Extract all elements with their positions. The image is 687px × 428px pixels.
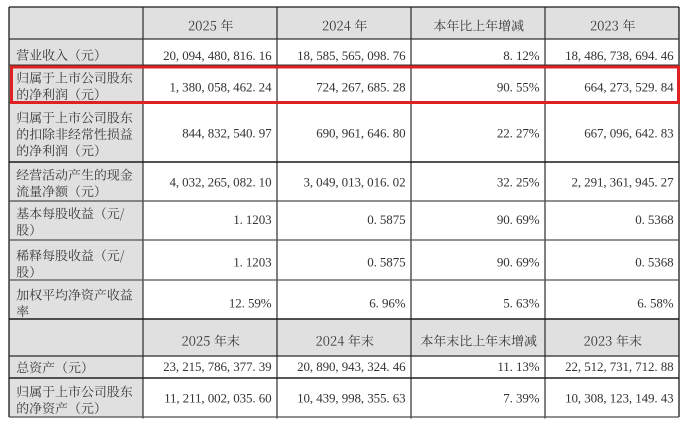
svg-text:20, 890, 943, 324. 46: 20, 890, 943, 324. 46 xyxy=(297,359,406,374)
svg-text:6. 58%: 6. 58% xyxy=(637,295,674,310)
svg-text:664, 273, 529. 84: 664, 273, 529. 84 xyxy=(584,80,674,95)
svg-text:0. 5368: 0. 5368 xyxy=(635,212,673,227)
svg-text:667, 096, 642. 83: 667, 096, 642. 83 xyxy=(584,125,673,140)
svg-text:22, 512, 731, 712. 88: 22, 512, 731, 712. 88 xyxy=(565,359,673,374)
svg-text:18, 486, 738, 694. 46: 18, 486, 738, 694. 46 xyxy=(565,48,674,63)
svg-text:0. 5368: 0. 5368 xyxy=(635,254,673,269)
svg-text:12. 59%: 12. 59% xyxy=(229,295,272,310)
svg-text:90. 69%: 90. 69% xyxy=(497,254,540,269)
svg-text:3, 049, 013, 016. 02: 3, 049, 013, 016. 02 xyxy=(303,174,405,189)
svg-text:1. 1203: 1. 1203 xyxy=(233,254,271,269)
svg-text:11. 13%: 11. 13% xyxy=(497,359,539,374)
svg-text:690, 961, 646. 80: 690, 961, 646. 80 xyxy=(316,125,405,140)
svg-text:11, 211, 002, 035. 60: 11, 211, 002, 035. 60 xyxy=(164,391,271,406)
svg-text:22. 27%: 22. 27% xyxy=(497,125,540,140)
svg-text:0. 5875: 0. 5875 xyxy=(367,212,405,227)
svg-text:1, 380, 058, 462. 24: 1, 380, 058, 462. 24 xyxy=(169,80,272,95)
svg-text:6. 96%: 6. 96% xyxy=(369,295,406,310)
svg-text:5. 63%: 5. 63% xyxy=(503,295,540,310)
svg-text:10, 439, 998, 355. 63: 10, 439, 998, 355. 63 xyxy=(297,391,405,406)
svg-text:10, 308, 123, 149. 43: 10, 308, 123, 149. 43 xyxy=(565,391,673,406)
svg-text:90. 55%: 90. 55% xyxy=(497,80,540,95)
svg-text:18, 585, 565, 098. 76: 18, 585, 565, 098. 76 xyxy=(297,48,406,63)
svg-text:90. 69%: 90. 69% xyxy=(497,212,540,227)
svg-text:1. 1203: 1. 1203 xyxy=(233,212,271,227)
svg-text:8. 12%: 8. 12% xyxy=(503,48,540,63)
svg-text:844, 832, 540. 97: 844, 832, 540. 97 xyxy=(182,125,272,140)
svg-text:2, 291, 361, 945. 27: 2, 291, 361, 945. 27 xyxy=(571,174,674,189)
svg-text:4, 032, 265, 082. 10: 4, 032, 265, 082. 10 xyxy=(169,174,271,189)
svg-text:23, 215, 786, 377. 39: 23, 215, 786, 377. 39 xyxy=(163,359,271,374)
svg-text:20, 094, 480, 816. 16: 20, 094, 480, 816. 16 xyxy=(163,48,272,63)
svg-text:724, 267, 685. 28: 724, 267, 685. 28 xyxy=(316,80,405,95)
svg-text:0. 5875: 0. 5875 xyxy=(367,254,405,269)
svg-text:32. 25%: 32. 25% xyxy=(497,174,540,189)
svg-text:7. 39%: 7. 39% xyxy=(503,391,540,406)
